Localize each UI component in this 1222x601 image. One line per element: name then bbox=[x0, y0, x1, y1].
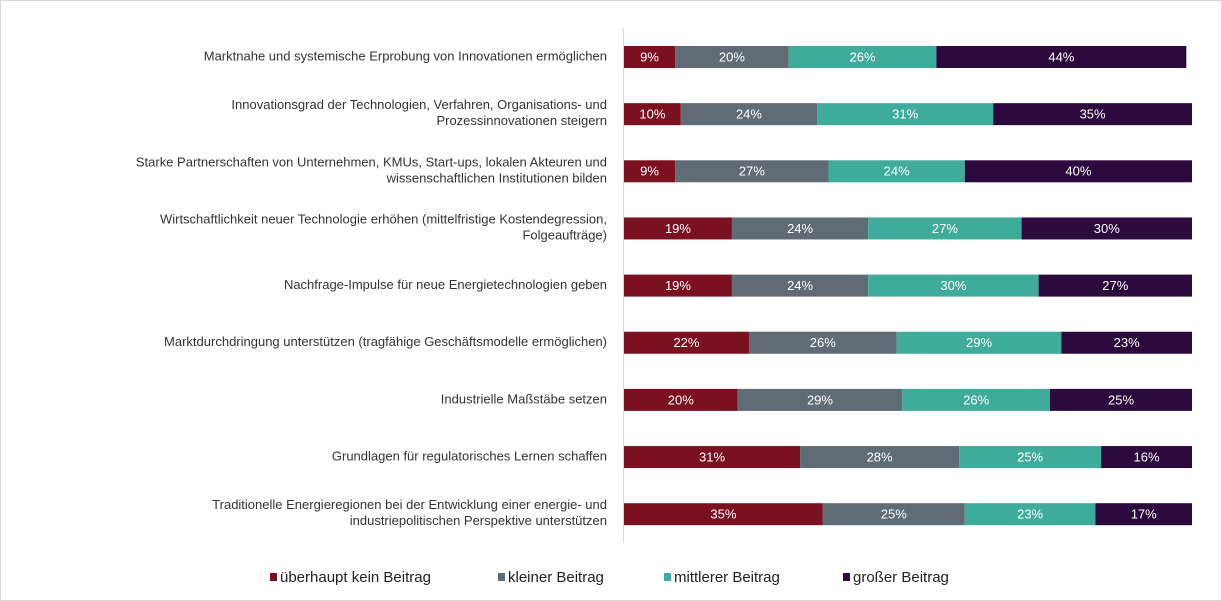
value-label: 31% bbox=[699, 449, 725, 464]
bar-segment bbox=[624, 503, 823, 526]
value-label: 16% bbox=[1134, 449, 1160, 464]
category-label: Grundlagen für regulatorisches Lernen sc… bbox=[332, 448, 607, 463]
value-label: 40% bbox=[1065, 164, 1091, 179]
bar-segment bbox=[902, 388, 1050, 411]
bar-segment bbox=[624, 217, 732, 240]
bar-segment bbox=[800, 446, 960, 469]
legend-swatch bbox=[270, 573, 277, 581]
value-label: 10% bbox=[639, 107, 665, 122]
value-label: 27% bbox=[739, 164, 765, 179]
legend-label: kleiner Beitrag bbox=[508, 569, 604, 586]
legend-label: mittlerer Beitrag bbox=[674, 569, 780, 586]
bar-segment bbox=[1095, 503, 1192, 526]
category-label: Starke Partnerschaften von Unternehmen, … bbox=[136, 155, 607, 186]
value-label: 26% bbox=[810, 335, 836, 350]
category-label: Wirtschaftlichkeit neuer Technologie erh… bbox=[160, 212, 607, 243]
bar-segment bbox=[828, 160, 965, 183]
bar-segment bbox=[1050, 388, 1192, 411]
category-label: Marktnahe und systemische Erprobung von … bbox=[204, 48, 607, 63]
value-label: 31% bbox=[892, 107, 918, 122]
value-label: 25% bbox=[881, 507, 907, 522]
bar-segment bbox=[748, 331, 897, 354]
value-label: 26% bbox=[963, 392, 989, 407]
bar-segment bbox=[675, 46, 789, 68]
bar-segment bbox=[896, 331, 1062, 354]
value-label: 23% bbox=[1017, 507, 1043, 522]
bar-segment bbox=[624, 160, 676, 183]
bar-segment bbox=[964, 160, 1192, 183]
bar-segment bbox=[817, 103, 994, 126]
bar-segment bbox=[624, 103, 681, 126]
bar-segment bbox=[731, 274, 869, 297]
value-label: 24% bbox=[884, 164, 910, 179]
value-label: 35% bbox=[1080, 107, 1106, 122]
value-label: 24% bbox=[787, 278, 813, 293]
bar-segment bbox=[1021, 217, 1192, 240]
value-label: 27% bbox=[1102, 278, 1128, 293]
value-label: 19% bbox=[665, 221, 691, 236]
value-label: 28% bbox=[867, 449, 893, 464]
category-label: Industrielle Maßstäbe setzen bbox=[441, 391, 607, 406]
value-label: 23% bbox=[1114, 335, 1140, 350]
bar-segment bbox=[624, 388, 738, 411]
value-label: 25% bbox=[1017, 449, 1043, 464]
bar-segment bbox=[1101, 446, 1192, 469]
value-label: 9% bbox=[640, 49, 659, 64]
category-label: Traditionelle Energieregionen bei der En… bbox=[212, 498, 607, 529]
value-label: 30% bbox=[1094, 221, 1120, 236]
bar-segment bbox=[680, 103, 818, 126]
value-label: 24% bbox=[787, 221, 813, 236]
category-label: Nachfrage-Impulse für neue Energietechno… bbox=[284, 277, 607, 292]
legend-swatch bbox=[498, 573, 505, 581]
value-label: 29% bbox=[966, 335, 992, 350]
bar-segment bbox=[868, 217, 1022, 240]
value-label: 17% bbox=[1131, 507, 1157, 522]
bar-segment bbox=[1038, 274, 1192, 297]
legend-label: überhaupt kein Beitrag bbox=[280, 569, 431, 586]
bar-segment bbox=[624, 446, 801, 469]
bar-segment bbox=[822, 503, 965, 526]
bar-segment bbox=[1061, 331, 1192, 354]
value-label: 22% bbox=[673, 335, 699, 350]
value-label: 24% bbox=[736, 107, 762, 122]
value-label: 26% bbox=[850, 49, 876, 64]
bar-segment bbox=[964, 503, 1096, 526]
bar-segment bbox=[868, 274, 1039, 297]
bar-segment bbox=[993, 103, 1192, 126]
legend-swatch bbox=[843, 573, 850, 581]
category-label: Innovationsgrad der Technologien, Verfah… bbox=[231, 98, 607, 129]
value-label: 27% bbox=[932, 221, 958, 236]
bar-segment bbox=[936, 46, 1187, 68]
category-label: Marktdurchdringung unterstützen (tragfäh… bbox=[164, 334, 607, 349]
value-label: 20% bbox=[719, 49, 745, 64]
bar-segment bbox=[624, 274, 732, 297]
bar-segment bbox=[959, 446, 1102, 469]
bar-segment bbox=[624, 46, 676, 68]
value-label: 29% bbox=[807, 392, 833, 407]
bar-segment bbox=[624, 331, 749, 354]
value-label: 44% bbox=[1048, 49, 1074, 64]
legend-label: großer Beitrag bbox=[853, 569, 949, 586]
bar-segment bbox=[737, 388, 903, 411]
value-label: 9% bbox=[640, 164, 659, 179]
bar-segment bbox=[788, 46, 937, 68]
bar-segment bbox=[675, 160, 829, 183]
legend-swatch bbox=[664, 573, 671, 581]
value-label: 25% bbox=[1108, 392, 1134, 407]
bar-segment bbox=[731, 217, 869, 240]
value-label: 35% bbox=[710, 507, 736, 522]
value-label: 20% bbox=[668, 392, 694, 407]
value-label: 19% bbox=[665, 278, 691, 293]
value-label: 30% bbox=[940, 278, 966, 293]
